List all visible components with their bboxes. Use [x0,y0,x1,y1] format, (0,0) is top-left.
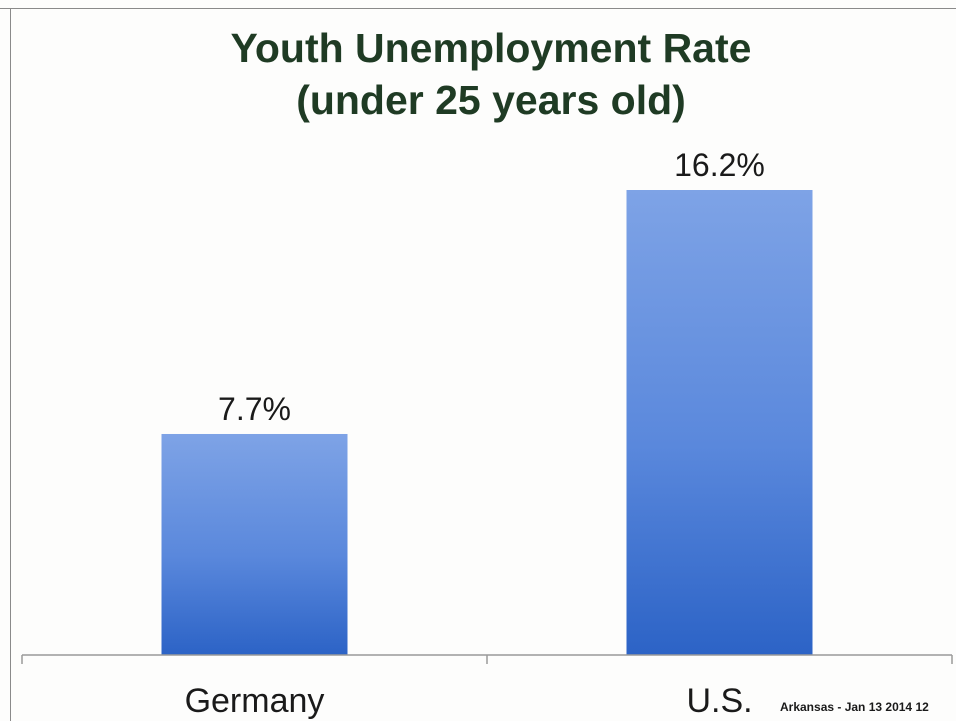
slide-border-top [0,8,956,9]
chart-subtitle: (under 25 years old) [296,77,686,123]
bar-germany [161,433,348,655]
slide-border-left [10,8,11,721]
x-tick-label: Germany [185,682,325,720]
bars-layer [161,190,813,655]
data-label: 7.7% [218,391,291,427]
chart-title: Youth Unemployment Rate [230,25,752,71]
data-labels-layer: 7.7% 16.2% [218,147,765,427]
footer-text: Arkansas - Jan 13 2014 [780,700,913,714]
x-axis: Germany U.S. [21,654,953,720]
slide-footer: Arkansas - Jan 13 2014 12 [780,700,929,714]
data-label: 16.2% [674,147,765,183]
chart-title-block: Youth Unemployment Rate (under 25 years … [0,22,956,126]
page-number: 12 [915,700,929,714]
bar-u-s [626,190,813,655]
x-tick-label: U.S. [686,682,752,720]
